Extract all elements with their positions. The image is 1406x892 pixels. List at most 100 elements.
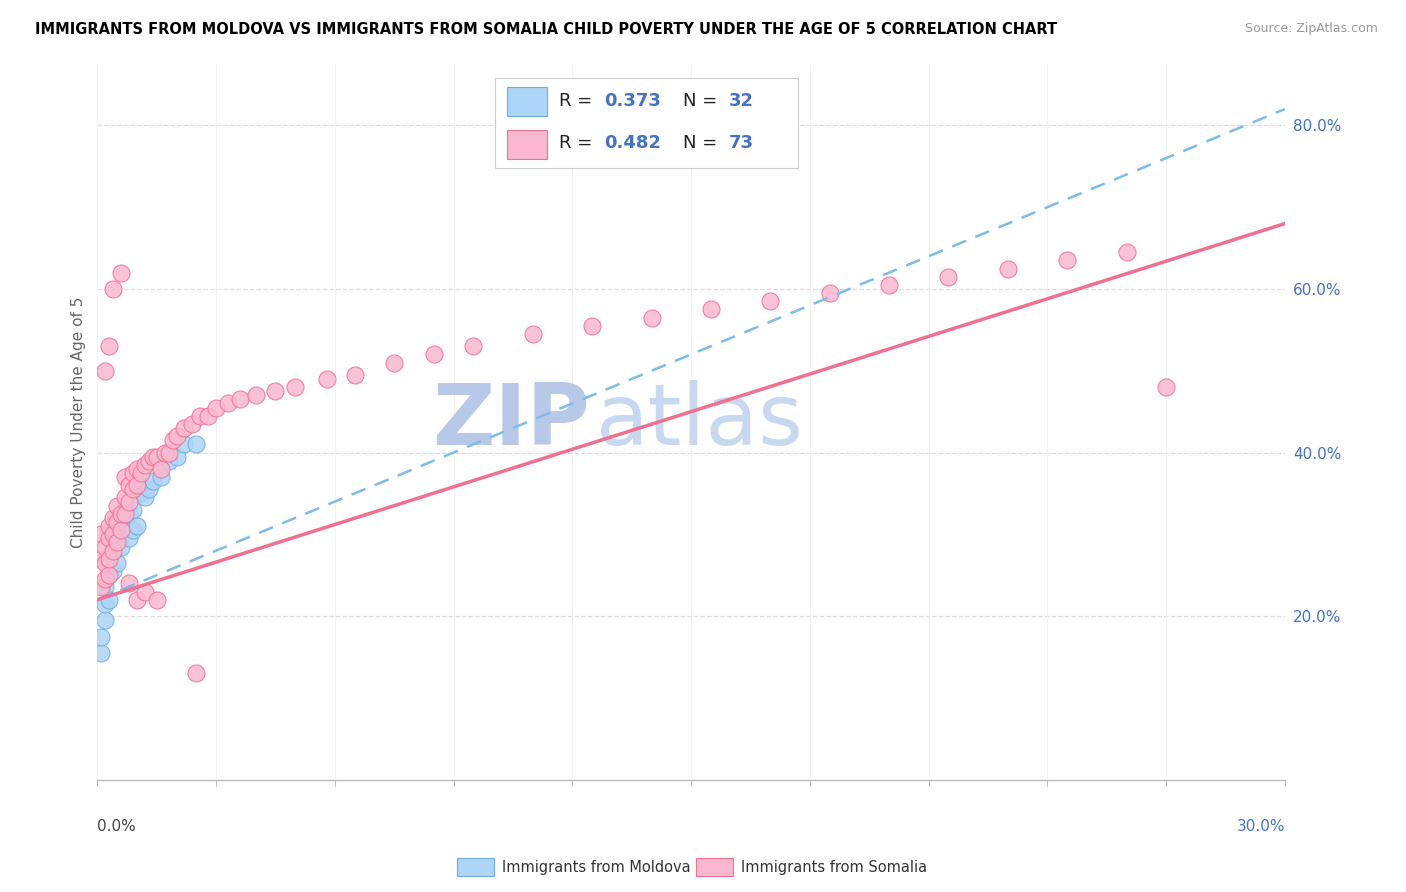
Point xyxy=(181,417,204,431)
Point xyxy=(98,568,121,582)
Point xyxy=(90,630,112,644)
Point xyxy=(166,429,188,443)
Text: IMMIGRANTS FROM MOLDOVA VS IMMIGRANTS FROM SOMALIA CHILD POVERTY UNDER THE AGE O: IMMIGRANTS FROM MOLDOVA VS IMMIGRANTS FR… xyxy=(35,22,1057,37)
Point xyxy=(110,523,132,537)
Point xyxy=(122,483,145,497)
Point xyxy=(94,572,117,586)
Point xyxy=(114,519,136,533)
Point xyxy=(98,519,121,533)
Point xyxy=(114,470,136,484)
Point xyxy=(105,515,128,529)
Point xyxy=(134,491,156,505)
Point xyxy=(640,310,662,325)
Point xyxy=(188,409,211,423)
Point xyxy=(103,282,125,296)
Point xyxy=(122,466,145,480)
Point xyxy=(110,523,132,537)
Point xyxy=(581,318,603,333)
Point xyxy=(134,584,156,599)
Point xyxy=(205,401,228,415)
Point xyxy=(122,523,145,537)
Point xyxy=(142,450,165,464)
Point xyxy=(98,339,121,353)
Point xyxy=(103,519,125,533)
Point xyxy=(700,302,723,317)
Point xyxy=(114,507,136,521)
Point xyxy=(166,450,188,464)
Point xyxy=(110,507,132,521)
Text: Immigrants from Somalia: Immigrants from Somalia xyxy=(741,860,927,874)
Point xyxy=(110,540,132,554)
Point xyxy=(138,453,160,467)
Point xyxy=(114,491,136,505)
Point xyxy=(105,532,128,546)
Point xyxy=(186,437,208,451)
Point xyxy=(90,551,112,566)
Point xyxy=(229,392,252,407)
Point xyxy=(217,396,239,410)
Point xyxy=(759,294,782,309)
Point xyxy=(382,355,405,369)
Point xyxy=(138,483,160,497)
Point xyxy=(103,543,125,558)
Point xyxy=(103,543,125,558)
Text: Source: ZipAtlas.com: Source: ZipAtlas.com xyxy=(1244,22,1378,36)
Text: 30.0%: 30.0% xyxy=(1236,819,1285,834)
Point xyxy=(105,511,128,525)
Point xyxy=(463,339,485,353)
Point xyxy=(145,592,167,607)
Point xyxy=(245,388,267,402)
Point xyxy=(997,261,1019,276)
Text: 0.0%: 0.0% xyxy=(97,819,136,834)
Point xyxy=(142,474,165,488)
Point xyxy=(1154,380,1177,394)
Point xyxy=(94,581,117,595)
Point xyxy=(94,540,117,554)
Point xyxy=(818,286,841,301)
Y-axis label: Child Poverty Under the Age of 5: Child Poverty Under the Age of 5 xyxy=(72,296,86,548)
Point xyxy=(522,326,544,341)
Point xyxy=(134,458,156,472)
Point xyxy=(153,445,176,459)
Point xyxy=(98,551,121,566)
Point xyxy=(118,532,141,546)
Point xyxy=(103,564,125,578)
Point xyxy=(103,511,125,525)
Point xyxy=(423,347,446,361)
Text: ZIP: ZIP xyxy=(433,380,591,463)
Point xyxy=(162,434,184,448)
Point xyxy=(98,568,121,582)
Point xyxy=(197,409,219,423)
Point xyxy=(1056,253,1078,268)
Point xyxy=(118,478,141,492)
Point xyxy=(149,462,172,476)
Point xyxy=(98,532,121,546)
Point xyxy=(129,486,152,500)
Point xyxy=(118,494,141,508)
Point xyxy=(90,527,112,541)
Point xyxy=(877,277,900,292)
Point xyxy=(157,445,180,459)
Point xyxy=(98,551,121,566)
Point xyxy=(90,581,112,595)
Point xyxy=(118,576,141,591)
Point xyxy=(105,556,128,570)
Point xyxy=(94,613,117,627)
Text: Immigrants from Moldova: Immigrants from Moldova xyxy=(502,860,690,874)
Point xyxy=(94,597,117,611)
Point xyxy=(98,592,121,607)
Point xyxy=(938,269,960,284)
Point xyxy=(110,266,132,280)
Text: atlas: atlas xyxy=(596,380,804,463)
Point xyxy=(125,478,148,492)
Point xyxy=(122,502,145,516)
Point xyxy=(157,453,180,467)
Point xyxy=(173,437,195,451)
Point xyxy=(129,466,152,480)
Point xyxy=(186,666,208,681)
Point xyxy=(105,499,128,513)
Point xyxy=(94,556,117,570)
Point xyxy=(94,364,117,378)
Point xyxy=(145,450,167,464)
Point xyxy=(114,502,136,516)
